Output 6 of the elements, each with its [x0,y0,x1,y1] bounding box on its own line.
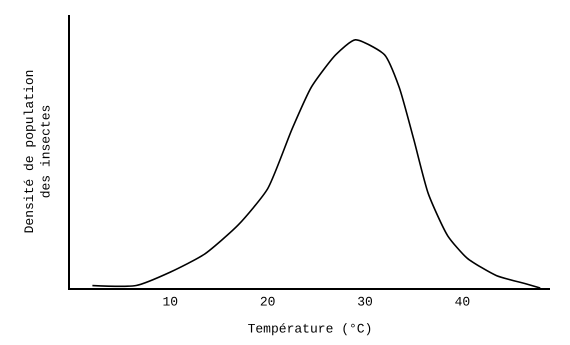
x-tick-label: 20 [260,294,276,310]
x-tick-label: 40 [454,294,470,310]
x-tick-label: 30 [357,294,373,310]
y-axis-title: Densité de population des insectes [22,70,54,234]
x-axis-title: Température (°C) [248,321,372,336]
x-tick-label: 10 [162,294,178,310]
